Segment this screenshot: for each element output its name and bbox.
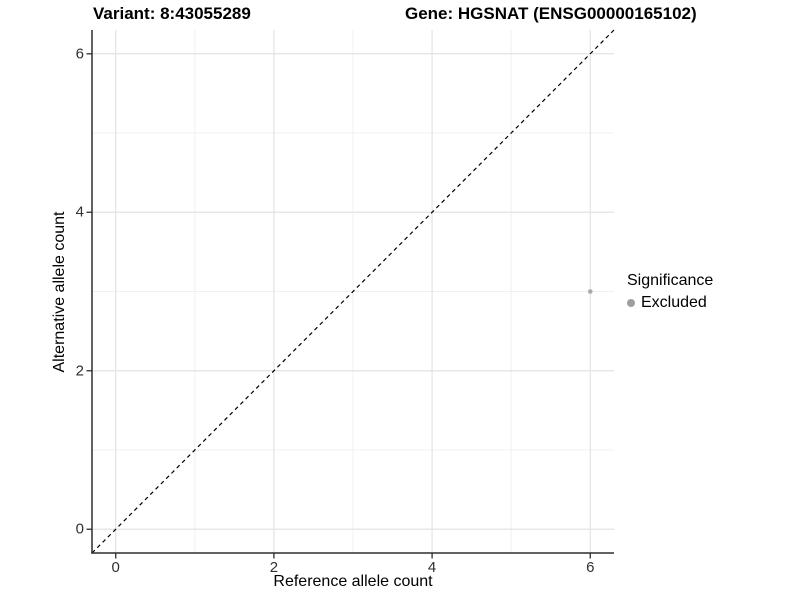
x-tick-label: 0 — [111, 559, 120, 576]
identity-reference-line — [91, 29, 615, 554]
plot-title-variant: Variant: 8:43055289 — [93, 4, 251, 23]
y-axis-title: Alternative allele count — [51, 211, 68, 373]
x-tick-label: 4 — [427, 559, 437, 576]
legend-title: Significance — [627, 272, 714, 289]
x-tick-label: 6 — [586, 559, 595, 576]
legend-item-excluded: Excluded — [627, 294, 713, 312]
y-tick-label: 2 — [75, 362, 84, 380]
legend-item-label: Excluded — [641, 294, 707, 311]
data-point — [587, 289, 593, 294]
y-tick-label: 0 — [75, 520, 84, 538]
plot-title-gene: Gene: HGSNAT (ENSG00000165102) — [405, 4, 697, 23]
y-tick-label: 4 — [75, 203, 84, 221]
legend: Significance Excluded — [627, 272, 713, 312]
x-axis-title: Reference allele count — [273, 573, 433, 590]
y-tick-label: 6 — [75, 45, 84, 63]
x-tick-label: 2 — [269, 559, 279, 576]
excluded-point-icon — [627, 299, 635, 307]
